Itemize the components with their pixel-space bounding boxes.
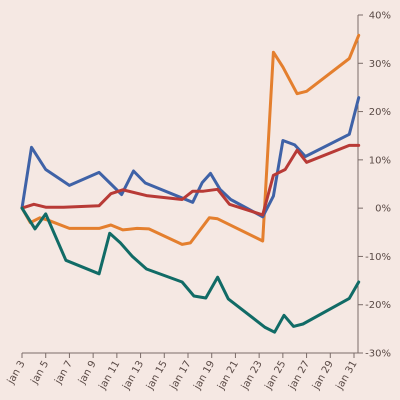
x-tick-label: jan 31 — [334, 359, 360, 392]
x-tick-label: jan 17 — [168, 359, 194, 392]
y-tick-label: 20% — [369, 107, 391, 118]
x-tick-label: jan 25 — [263, 359, 289, 392]
y-tick-label: -10% — [365, 252, 391, 263]
x-tick-label: jan 5 — [29, 359, 51, 387]
x-tick-label: jan 23 — [239, 359, 265, 392]
x-tick-label: jan 29 — [310, 359, 336, 392]
x-tick-label: jan 15 — [144, 359, 170, 392]
series-line-3 — [20, 143, 361, 217]
y-tick-label: 40% — [369, 11, 391, 22]
series-line-2 — [20, 96, 361, 219]
x-tick-label: jan 13 — [121, 359, 147, 392]
y-tick-label: -30% — [365, 349, 391, 360]
y-axis-ticks: 40% 30% 20% 10% 0% -10% -20% -30% — [358, 11, 391, 360]
y-tick-label: 10% — [369, 155, 391, 166]
x-tick-label: jan 7 — [53, 359, 75, 387]
series-group — [20, 33, 361, 334]
x-tick-label: jan 11 — [97, 359, 123, 392]
y-tick-label: 30% — [369, 59, 391, 70]
y-tick-label: -20% — [365, 300, 391, 311]
x-tick-label: jan 9 — [76, 359, 98, 387]
series-line-1 — [20, 33, 361, 246]
x-tick-label: jan 27 — [287, 359, 313, 392]
series-line-4 — [20, 206, 361, 334]
x-tick-label: jan 3 — [5, 359, 27, 387]
y-tick-label: 0% — [375, 204, 391, 215]
x-tick-label: jan 21 — [215, 359, 241, 392]
x-tick-label: jan 19 — [192, 359, 218, 392]
